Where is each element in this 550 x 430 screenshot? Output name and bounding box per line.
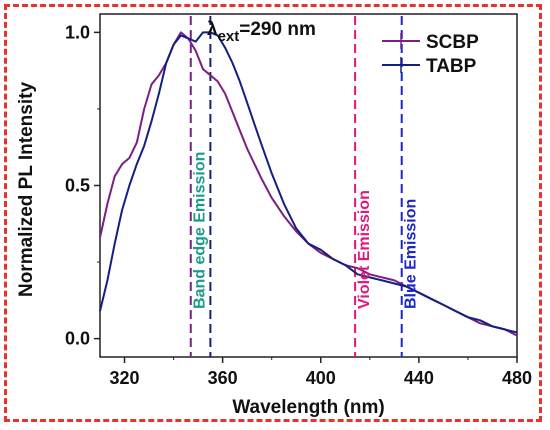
y-tick-label-1: 0.5 [65, 176, 90, 196]
x-axis-title: Wavelength (nm) [232, 397, 384, 418]
annotation-2: Blue Emission [403, 199, 420, 309]
excitation-wavelength-label: λext=290 nm [207, 19, 316, 45]
y-tick-label-2: 1.0 [65, 22, 90, 42]
dashed-border-frame [4, 4, 542, 422]
y-tick-label-0: 0.0 [65, 329, 90, 349]
lambda-symbol: λ [207, 19, 218, 40]
x-tick-label-3: 440 [404, 368, 434, 388]
ext-subscript: ext [218, 28, 240, 45]
legend: SCBP TABP [382, 32, 479, 77]
axes: 320 360 400 440 480 0.0 0.5 1.0 [65, 22, 532, 388]
x-tick-label-1: 360 [208, 368, 238, 388]
annotation-0: Band edge Emission [192, 152, 209, 309]
annotations: Band edge Emission Violet Emission Blue Em… [192, 152, 420, 309]
legend-label-tabp: TABP [426, 56, 477, 77]
x-tick-label-4: 480 [502, 368, 532, 388]
x-tick-label-0: 320 [110, 368, 140, 388]
excitation-value: =290 nm [239, 19, 316, 40]
plot-area [99, 13, 518, 358]
y-axis-title: Normalized PL Intensity [16, 82, 37, 297]
legend-label-scbp: SCBP [426, 32, 479, 53]
x-tick-label-2: 400 [306, 368, 336, 388]
annotation-1: Violet Emission [356, 190, 373, 309]
series-line-tabp [99, 31, 518, 334]
